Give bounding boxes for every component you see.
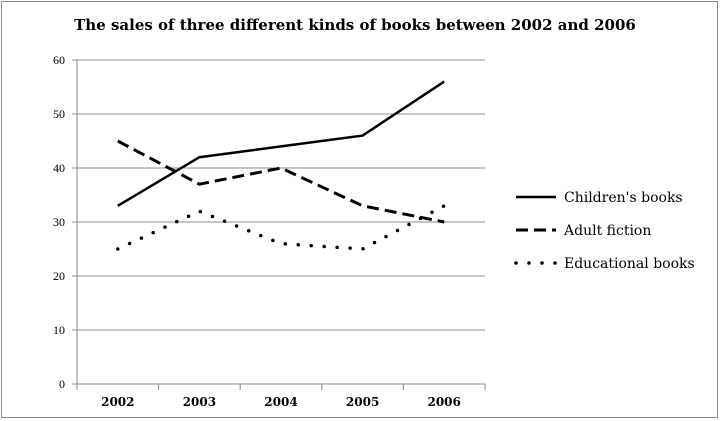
legend-label-educational-books: Educational books (564, 256, 695, 272)
x-tick-label: 2004 (264, 395, 297, 409)
x-axis-ticks: 2002 2003 2004 2005 2006 (76, 384, 486, 409)
x-tick-label: 2003 (183, 395, 216, 409)
y-tick-label: 10 (53, 323, 65, 337)
grid (77, 59, 485, 331)
legend-label-children-s-books: Children's books (564, 190, 683, 206)
y-tick-label: 40 (53, 161, 65, 175)
legend-label-adult-fiction: Adult fiction (563, 223, 651, 239)
series-line-adult-fiction (117, 139, 445, 224)
x-tick-label: 2006 (427, 395, 460, 409)
y-tick-label: 50 (53, 107, 65, 121)
chart-title: The sales of three different kinds of bo… (74, 16, 636, 34)
x-tick-label: 2002 (101, 395, 134, 409)
y-tick-label: 30 (53, 215, 65, 229)
y-axis-ticks: 0 10 20 30 40 50 60 (53, 53, 77, 391)
y-tick-label: 0 (59, 377, 65, 391)
series-line-children-s-books (117, 80, 445, 207)
x-tick-label: 2005 (346, 395, 379, 409)
y-tick-label: 20 (53, 269, 65, 283)
legend: Children's books Adult fiction Educational… (514, 190, 695, 272)
y-tick-label: 60 (53, 53, 65, 67)
series-group (116, 80, 446, 251)
